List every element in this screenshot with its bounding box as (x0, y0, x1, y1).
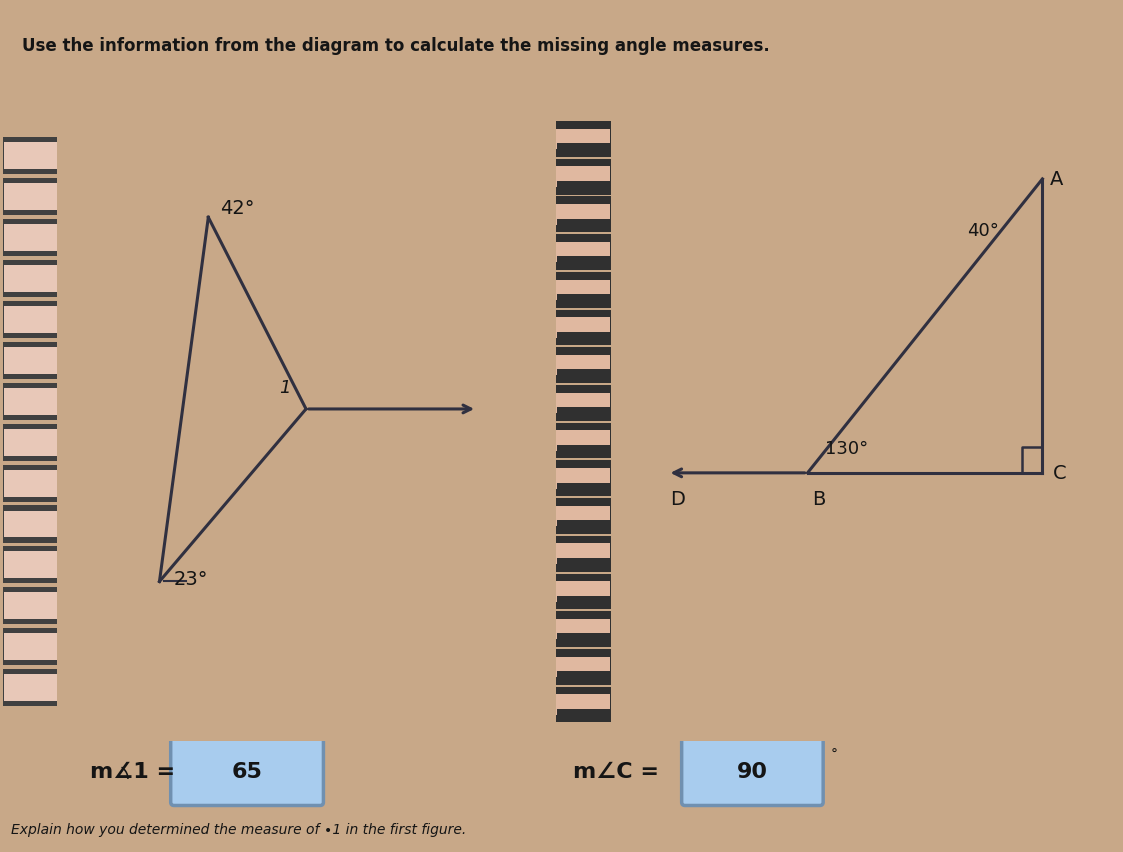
FancyBboxPatch shape (3, 306, 57, 333)
Text: 65: 65 (231, 763, 263, 782)
Polygon shape (557, 143, 610, 157)
Polygon shape (556, 498, 611, 534)
Polygon shape (557, 558, 610, 572)
Polygon shape (557, 256, 610, 270)
Polygon shape (557, 393, 610, 413)
Text: 23°: 23° (174, 570, 209, 589)
Polygon shape (557, 279, 610, 300)
Polygon shape (557, 709, 610, 722)
Text: 40°: 40° (968, 222, 999, 240)
Polygon shape (556, 423, 611, 458)
FancyBboxPatch shape (3, 142, 57, 170)
Polygon shape (557, 242, 610, 262)
Polygon shape (557, 694, 610, 715)
Text: A: A (1050, 170, 1063, 189)
Polygon shape (557, 521, 610, 534)
Polygon shape (556, 234, 611, 270)
FancyBboxPatch shape (3, 137, 57, 175)
Polygon shape (556, 649, 611, 685)
Text: Explain how you determined the measure of ∙1 in the first figure.: Explain how you determined the measure o… (11, 823, 466, 837)
Polygon shape (557, 331, 610, 345)
Polygon shape (556, 272, 611, 308)
FancyBboxPatch shape (3, 183, 57, 210)
Polygon shape (557, 596, 610, 609)
FancyBboxPatch shape (3, 669, 57, 706)
Polygon shape (556, 121, 611, 157)
Polygon shape (557, 445, 610, 458)
Polygon shape (556, 158, 611, 194)
FancyBboxPatch shape (3, 178, 57, 216)
Polygon shape (556, 536, 611, 572)
FancyBboxPatch shape (3, 423, 57, 461)
Polygon shape (557, 633, 610, 647)
Polygon shape (557, 355, 610, 376)
Text: B: B (813, 490, 825, 509)
FancyBboxPatch shape (3, 301, 57, 338)
Text: Use the information from the diagram to calculate the missing angle measures.: Use the information from the diagram to … (22, 37, 770, 55)
Polygon shape (556, 348, 611, 383)
Polygon shape (557, 657, 610, 677)
FancyBboxPatch shape (3, 551, 57, 579)
Text: C: C (1052, 464, 1066, 483)
Polygon shape (557, 506, 610, 527)
Polygon shape (556, 309, 611, 345)
Polygon shape (557, 468, 610, 488)
Text: m∠C =: m∠C = (573, 763, 659, 782)
Text: 130°: 130° (825, 440, 868, 458)
Polygon shape (557, 370, 610, 383)
FancyBboxPatch shape (3, 628, 57, 665)
Polygon shape (557, 317, 610, 337)
Polygon shape (557, 671, 610, 685)
FancyBboxPatch shape (3, 219, 57, 256)
FancyBboxPatch shape (3, 587, 57, 625)
Text: D: D (670, 490, 685, 509)
FancyBboxPatch shape (3, 388, 57, 415)
FancyBboxPatch shape (3, 383, 57, 420)
Text: 90: 90 (737, 763, 768, 782)
Polygon shape (556, 573, 611, 609)
Polygon shape (556, 611, 611, 647)
Polygon shape (557, 181, 610, 194)
Polygon shape (557, 619, 610, 639)
FancyBboxPatch shape (3, 265, 57, 292)
FancyBboxPatch shape (3, 260, 57, 297)
FancyBboxPatch shape (3, 546, 57, 584)
FancyBboxPatch shape (3, 505, 57, 543)
Text: m∡1 =: m∡1 = (90, 763, 175, 782)
FancyBboxPatch shape (3, 347, 57, 374)
Polygon shape (557, 407, 610, 421)
Text: 1: 1 (280, 379, 291, 397)
Polygon shape (556, 385, 611, 421)
Polygon shape (557, 166, 610, 187)
FancyBboxPatch shape (3, 469, 57, 497)
FancyBboxPatch shape (171, 738, 323, 805)
Text: 42°: 42° (220, 199, 255, 218)
Polygon shape (557, 204, 610, 225)
Polygon shape (556, 687, 611, 722)
FancyBboxPatch shape (3, 342, 57, 379)
Polygon shape (556, 197, 611, 233)
FancyBboxPatch shape (3, 633, 57, 660)
FancyBboxPatch shape (3, 464, 57, 502)
FancyBboxPatch shape (3, 592, 57, 619)
Polygon shape (557, 294, 610, 308)
Polygon shape (557, 129, 610, 149)
Polygon shape (557, 430, 610, 451)
Polygon shape (556, 460, 611, 496)
FancyBboxPatch shape (3, 429, 57, 456)
Polygon shape (557, 482, 610, 496)
FancyBboxPatch shape (3, 224, 57, 251)
Polygon shape (557, 219, 610, 233)
Text: °: ° (831, 747, 838, 762)
FancyBboxPatch shape (3, 674, 57, 701)
Polygon shape (557, 581, 610, 602)
FancyBboxPatch shape (3, 510, 57, 538)
FancyBboxPatch shape (682, 738, 823, 805)
Polygon shape (557, 544, 610, 564)
